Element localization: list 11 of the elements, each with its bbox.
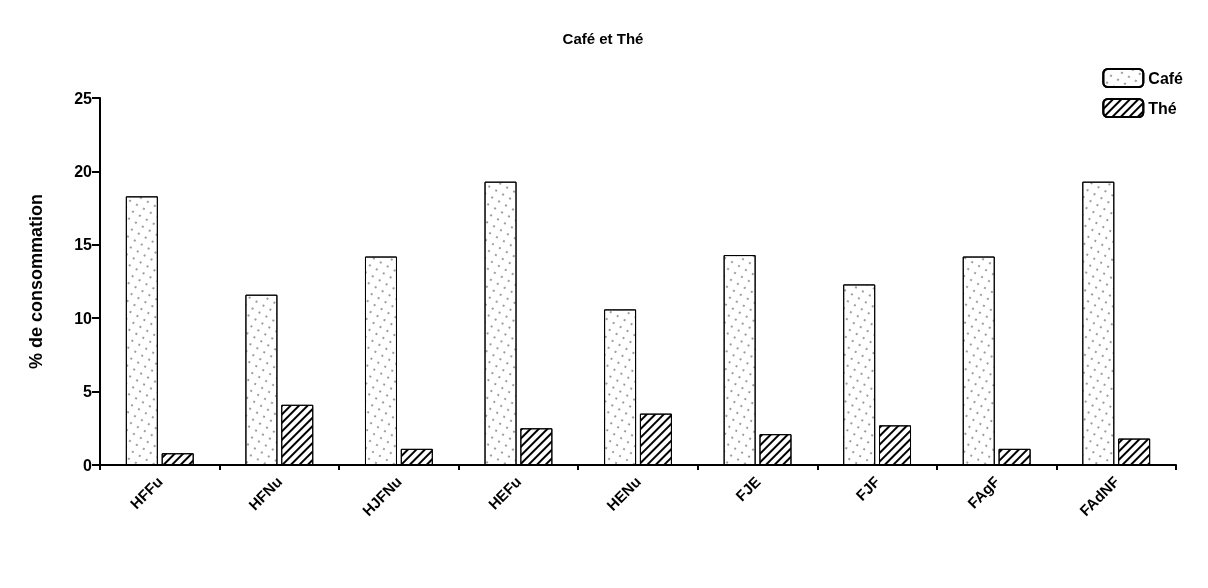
y-tick-label: 10 [74,309,93,327]
y-tick-label: 25 [74,89,93,107]
y-tick-label: 5 [83,383,93,401]
y-axis-title: % de consommation [26,193,46,370]
legend-label: Thé [1148,99,1177,117]
x-tick-label: FJF [852,472,884,504]
y-tick-label: 15 [74,236,93,254]
chart-title: Café et Thé [562,30,644,47]
y-tick-label: 0 [83,456,93,474]
y-tick-label: 20 [74,162,93,180]
legend-label: Café [1148,69,1184,87]
